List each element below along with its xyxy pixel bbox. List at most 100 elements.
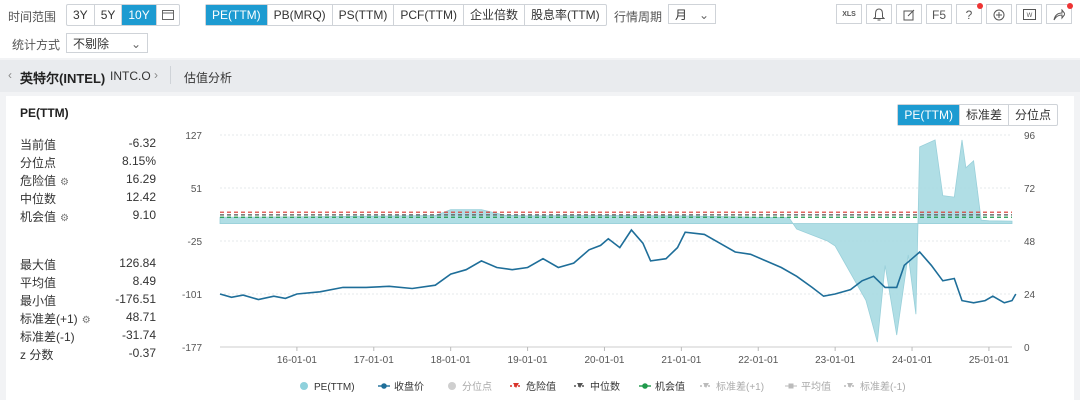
- stat-row: 最大值 126.84: [20, 256, 156, 272]
- tab-ev-multiple[interactable]: 企业倍数: [464, 5, 525, 25]
- legend-marker: [300, 382, 308, 390]
- tab-pb[interactable]: PB(MRQ): [268, 5, 333, 25]
- x-axis-tick: 20-01-01: [584, 355, 624, 366]
- right-axis-tick: 96: [1024, 131, 1036, 142]
- x-axis-tick: 23-01-01: [815, 355, 855, 366]
- breadcrumb: ‹ 英特尔(INTEL) INTC.O › 估值分析: [0, 60, 1080, 92]
- stat-label: 中位数: [20, 192, 57, 206]
- notification-dot-2: [1067, 3, 1073, 9]
- tab-ps[interactable]: PS(TTM): [333, 5, 395, 25]
- pe-chart: 127 51 -25 -101 -177 96 72 48 24 0 16-01-01 17-01-0…: [182, 131, 1036, 393]
- legend-chance[interactable]: 机会值: [639, 380, 685, 393]
- metric-tabs: PE(TTM) PB(MRQ) PS(TTM) PCF(TTM) 企业倍数 股息…: [205, 4, 607, 26]
- stat-label: z 分数: [20, 348, 54, 362]
- legend-label: 标准差(+1): [716, 380, 764, 393]
- legend-median[interactable]: 中位数: [574, 380, 620, 393]
- excel-export-icon[interactable]: XLS: [836, 4, 862, 24]
- legend-marker: [577, 383, 583, 388]
- stat-value: 16.29: [125, 172, 156, 186]
- stat-label: 危险值 ⚙: [20, 174, 69, 188]
- stat-label: 标准差(+1) ⚙: [20, 312, 91, 326]
- stat-row: z 分数 -0.37: [20, 346, 156, 362]
- calendar-icon[interactable]: [157, 5, 179, 25]
- legend-marker: [788, 383, 794, 389]
- legend-danger[interactable]: 危险值: [510, 380, 556, 393]
- left-axis-tick: 51: [191, 184, 203, 195]
- legend-label: 收盘价: [394, 380, 424, 393]
- view-tabs: PE(TTM) 标准差 分位点: [897, 104, 1058, 126]
- share-icon[interactable]: [1046, 3, 1073, 24]
- period-label: 行情周期: [614, 10, 663, 24]
- stat-row: 标准差(-1) -31.74: [20, 328, 156, 344]
- top-toolbar: 时间范围 3Y 5Y 10Y PE(TTM) PB(MRQ) PS(TTM) P…: [0, 0, 1080, 30]
- close-price-line: [219, 228, 1017, 304]
- stock-name: 英特尔(INTEL): [20, 71, 106, 86]
- range-option-10y[interactable]: 10Y: [122, 5, 157, 25]
- settings-gear-icon[interactable]: ⚙: [60, 177, 69, 188]
- add-icon[interactable]: [986, 4, 1012, 24]
- stat-method-value: 不剔除: [73, 37, 110, 51]
- legend-marker: [448, 382, 456, 390]
- left-axis-tick: -25: [188, 237, 203, 248]
- period-value: 月: [675, 8, 688, 22]
- range-option-3y[interactable]: 3Y: [67, 5, 95, 25]
- view-tab-percentile[interactable]: 分位点: [1014, 108, 1051, 122]
- stat-method-select[interactable]: 不剔除 ⌄: [66, 33, 148, 53]
- left-axis-tick: -177: [182, 343, 202, 354]
- view-tab-pe[interactable]: PE(TTM): [898, 105, 960, 125]
- stat-label: 最小值: [20, 294, 57, 308]
- x-axis-tick: 17-01-01: [354, 355, 394, 366]
- stat-row: 分位点 8.15%: [20, 154, 156, 170]
- legend-label: 标准差(-1): [860, 380, 906, 393]
- edit-icon[interactable]: [896, 4, 922, 24]
- x-axis-tick: 25-01-01: [969, 355, 1009, 366]
- legend-std-plus[interactable]: 标准差(+1): [700, 380, 764, 393]
- legend-mean[interactable]: 平均值: [785, 380, 831, 393]
- stat-row: 标准差(+1) ⚙ 48.71: [20, 310, 156, 326]
- notification-dot: [977, 3, 983, 9]
- settings-gear-icon[interactable]: ⚙: [60, 213, 69, 224]
- left-axis-tick: 127: [185, 131, 202, 142]
- help-icon[interactable]: ?: [956, 3, 983, 24]
- legend-close-price[interactable]: 收盘价: [378, 380, 424, 393]
- legend-pe[interactable]: PE(TTM): [300, 382, 355, 393]
- range-label: 时间范围: [8, 10, 57, 24]
- tab-pe[interactable]: PE(TTM): [206, 5, 268, 25]
- view-tab-std[interactable]: 标准差: [960, 105, 1009, 125]
- stat-value: 12.42: [125, 190, 156, 204]
- period-select[interactable]: 月 ⌄: [668, 4, 716, 24]
- back-chevron-icon[interactable]: ‹: [8, 68, 12, 82]
- legend-label: 中位数: [590, 380, 620, 393]
- stat-label: 分位点: [20, 156, 57, 170]
- chevron-down-icon: ⌄: [130, 37, 141, 51]
- stat-method-label: 统计方式: [12, 38, 61, 52]
- word-export-icon[interactable]: W: [1016, 4, 1042, 24]
- tab-dividend-yield[interactable]: 股息率(TTM): [530, 8, 600, 22]
- stat-value: 9.10: [132, 208, 156, 222]
- range-option-5y[interactable]: 5Y: [95, 5, 123, 25]
- tab-pcf[interactable]: PCF(TTM): [394, 5, 464, 25]
- legend-label: 平均值: [801, 380, 831, 393]
- bell-icon[interactable]: [866, 4, 892, 24]
- stat-label: 平均值: [20, 276, 57, 290]
- stat-row: 危险值 ⚙ 16.29: [20, 172, 156, 188]
- stat-row: 中位数 12.42: [20, 190, 156, 206]
- right-axis-tick: 24: [1024, 290, 1036, 301]
- stat-label: 标准差(-1): [20, 330, 75, 344]
- legend-label: 分位点: [462, 380, 492, 393]
- stat-row: 当前值 -6.32: [20, 136, 156, 152]
- x-axis-tick: 19-01-01: [508, 355, 548, 366]
- legend-std-minus[interactable]: 标准差(-1): [844, 380, 906, 393]
- right-axis-tick: 0: [1024, 343, 1030, 354]
- legend-percentile[interactable]: 分位点: [448, 380, 492, 393]
- forward-chevron-icon[interactable]: ›: [154, 68, 158, 82]
- stat-row: 机会值 ⚙ 9.10: [20, 208, 156, 224]
- stat-value: 8.49: [132, 274, 156, 288]
- stat-value: -31.74: [121, 328, 156, 342]
- f5-refresh-button[interactable]: F5: [926, 4, 952, 24]
- stat-value: -0.37: [128, 346, 156, 360]
- divider: [170, 66, 171, 84]
- stat-method-row: 统计方式 不剔除 ⌄: [0, 30, 1080, 58]
- settings-gear-icon[interactable]: ⚙: [81, 315, 91, 326]
- left-axis-tick: -101: [182, 290, 202, 301]
